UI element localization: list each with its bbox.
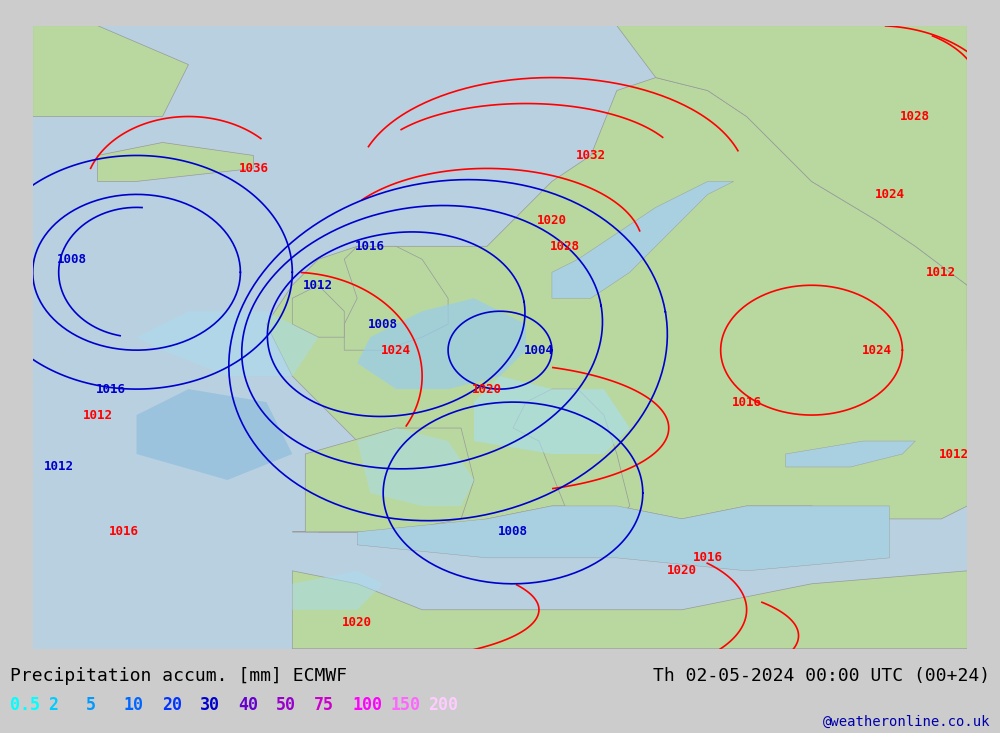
Polygon shape [137, 389, 292, 480]
Polygon shape [617, 26, 967, 350]
Text: 1016: 1016 [355, 240, 385, 253]
Polygon shape [292, 571, 383, 610]
Text: 40: 40 [238, 696, 258, 714]
Polygon shape [474, 376, 630, 454]
Polygon shape [357, 298, 526, 389]
Polygon shape [357, 428, 474, 506]
Text: 1020: 1020 [667, 564, 697, 578]
Polygon shape [292, 285, 344, 337]
Polygon shape [33, 26, 188, 117]
Text: 1016: 1016 [693, 551, 723, 564]
Polygon shape [552, 182, 734, 298]
Polygon shape [786, 441, 915, 467]
Text: 1024: 1024 [381, 344, 411, 357]
Polygon shape [137, 312, 318, 376]
Text: 10: 10 [124, 696, 144, 714]
Text: 100: 100 [352, 696, 382, 714]
Text: Th 02-05-2024 00:00 UTC (00+24): Th 02-05-2024 00:00 UTC (00+24) [653, 667, 990, 685]
Polygon shape [357, 506, 889, 571]
Text: @weatheronline.co.uk: @weatheronline.co.uk [822, 715, 990, 729]
Text: 1028: 1028 [900, 110, 930, 123]
Text: Precipitation accum. [mm] ECMWF: Precipitation accum. [mm] ECMWF [10, 667, 347, 685]
Polygon shape [344, 246, 448, 350]
Text: 150: 150 [390, 696, 420, 714]
Text: 1012: 1012 [83, 408, 113, 421]
Text: 1024: 1024 [874, 188, 904, 201]
Text: 1020: 1020 [472, 383, 502, 396]
Text: 1012: 1012 [926, 266, 956, 279]
Polygon shape [292, 571, 967, 649]
Text: 5: 5 [86, 696, 96, 714]
Text: 50: 50 [276, 696, 296, 714]
Text: 75: 75 [314, 696, 334, 714]
Text: 1016: 1016 [732, 396, 762, 408]
Text: 1032: 1032 [576, 149, 606, 162]
Text: 1012: 1012 [303, 279, 333, 292]
Text: 0.5: 0.5 [10, 696, 40, 714]
Polygon shape [98, 142, 253, 182]
Text: 1008: 1008 [368, 317, 398, 331]
Polygon shape [266, 78, 967, 532]
Text: 1016: 1016 [96, 383, 126, 396]
Text: 1020: 1020 [537, 214, 567, 226]
Text: 20: 20 [162, 696, 182, 714]
Text: 1036: 1036 [238, 162, 268, 175]
Text: 1008: 1008 [498, 526, 528, 538]
Text: 2: 2 [48, 696, 58, 714]
Polygon shape [513, 389, 630, 519]
Text: 1008: 1008 [57, 253, 87, 266]
Text: 1020: 1020 [342, 616, 372, 629]
Text: 1004: 1004 [524, 344, 554, 357]
Text: 1024: 1024 [861, 344, 891, 357]
Text: 1012: 1012 [44, 460, 74, 474]
Text: 1028: 1028 [550, 240, 580, 253]
Text: 1012: 1012 [939, 448, 969, 460]
Text: 200: 200 [428, 696, 458, 714]
Polygon shape [305, 428, 474, 532]
Text: 1016: 1016 [109, 526, 139, 538]
Text: 30: 30 [200, 696, 220, 714]
